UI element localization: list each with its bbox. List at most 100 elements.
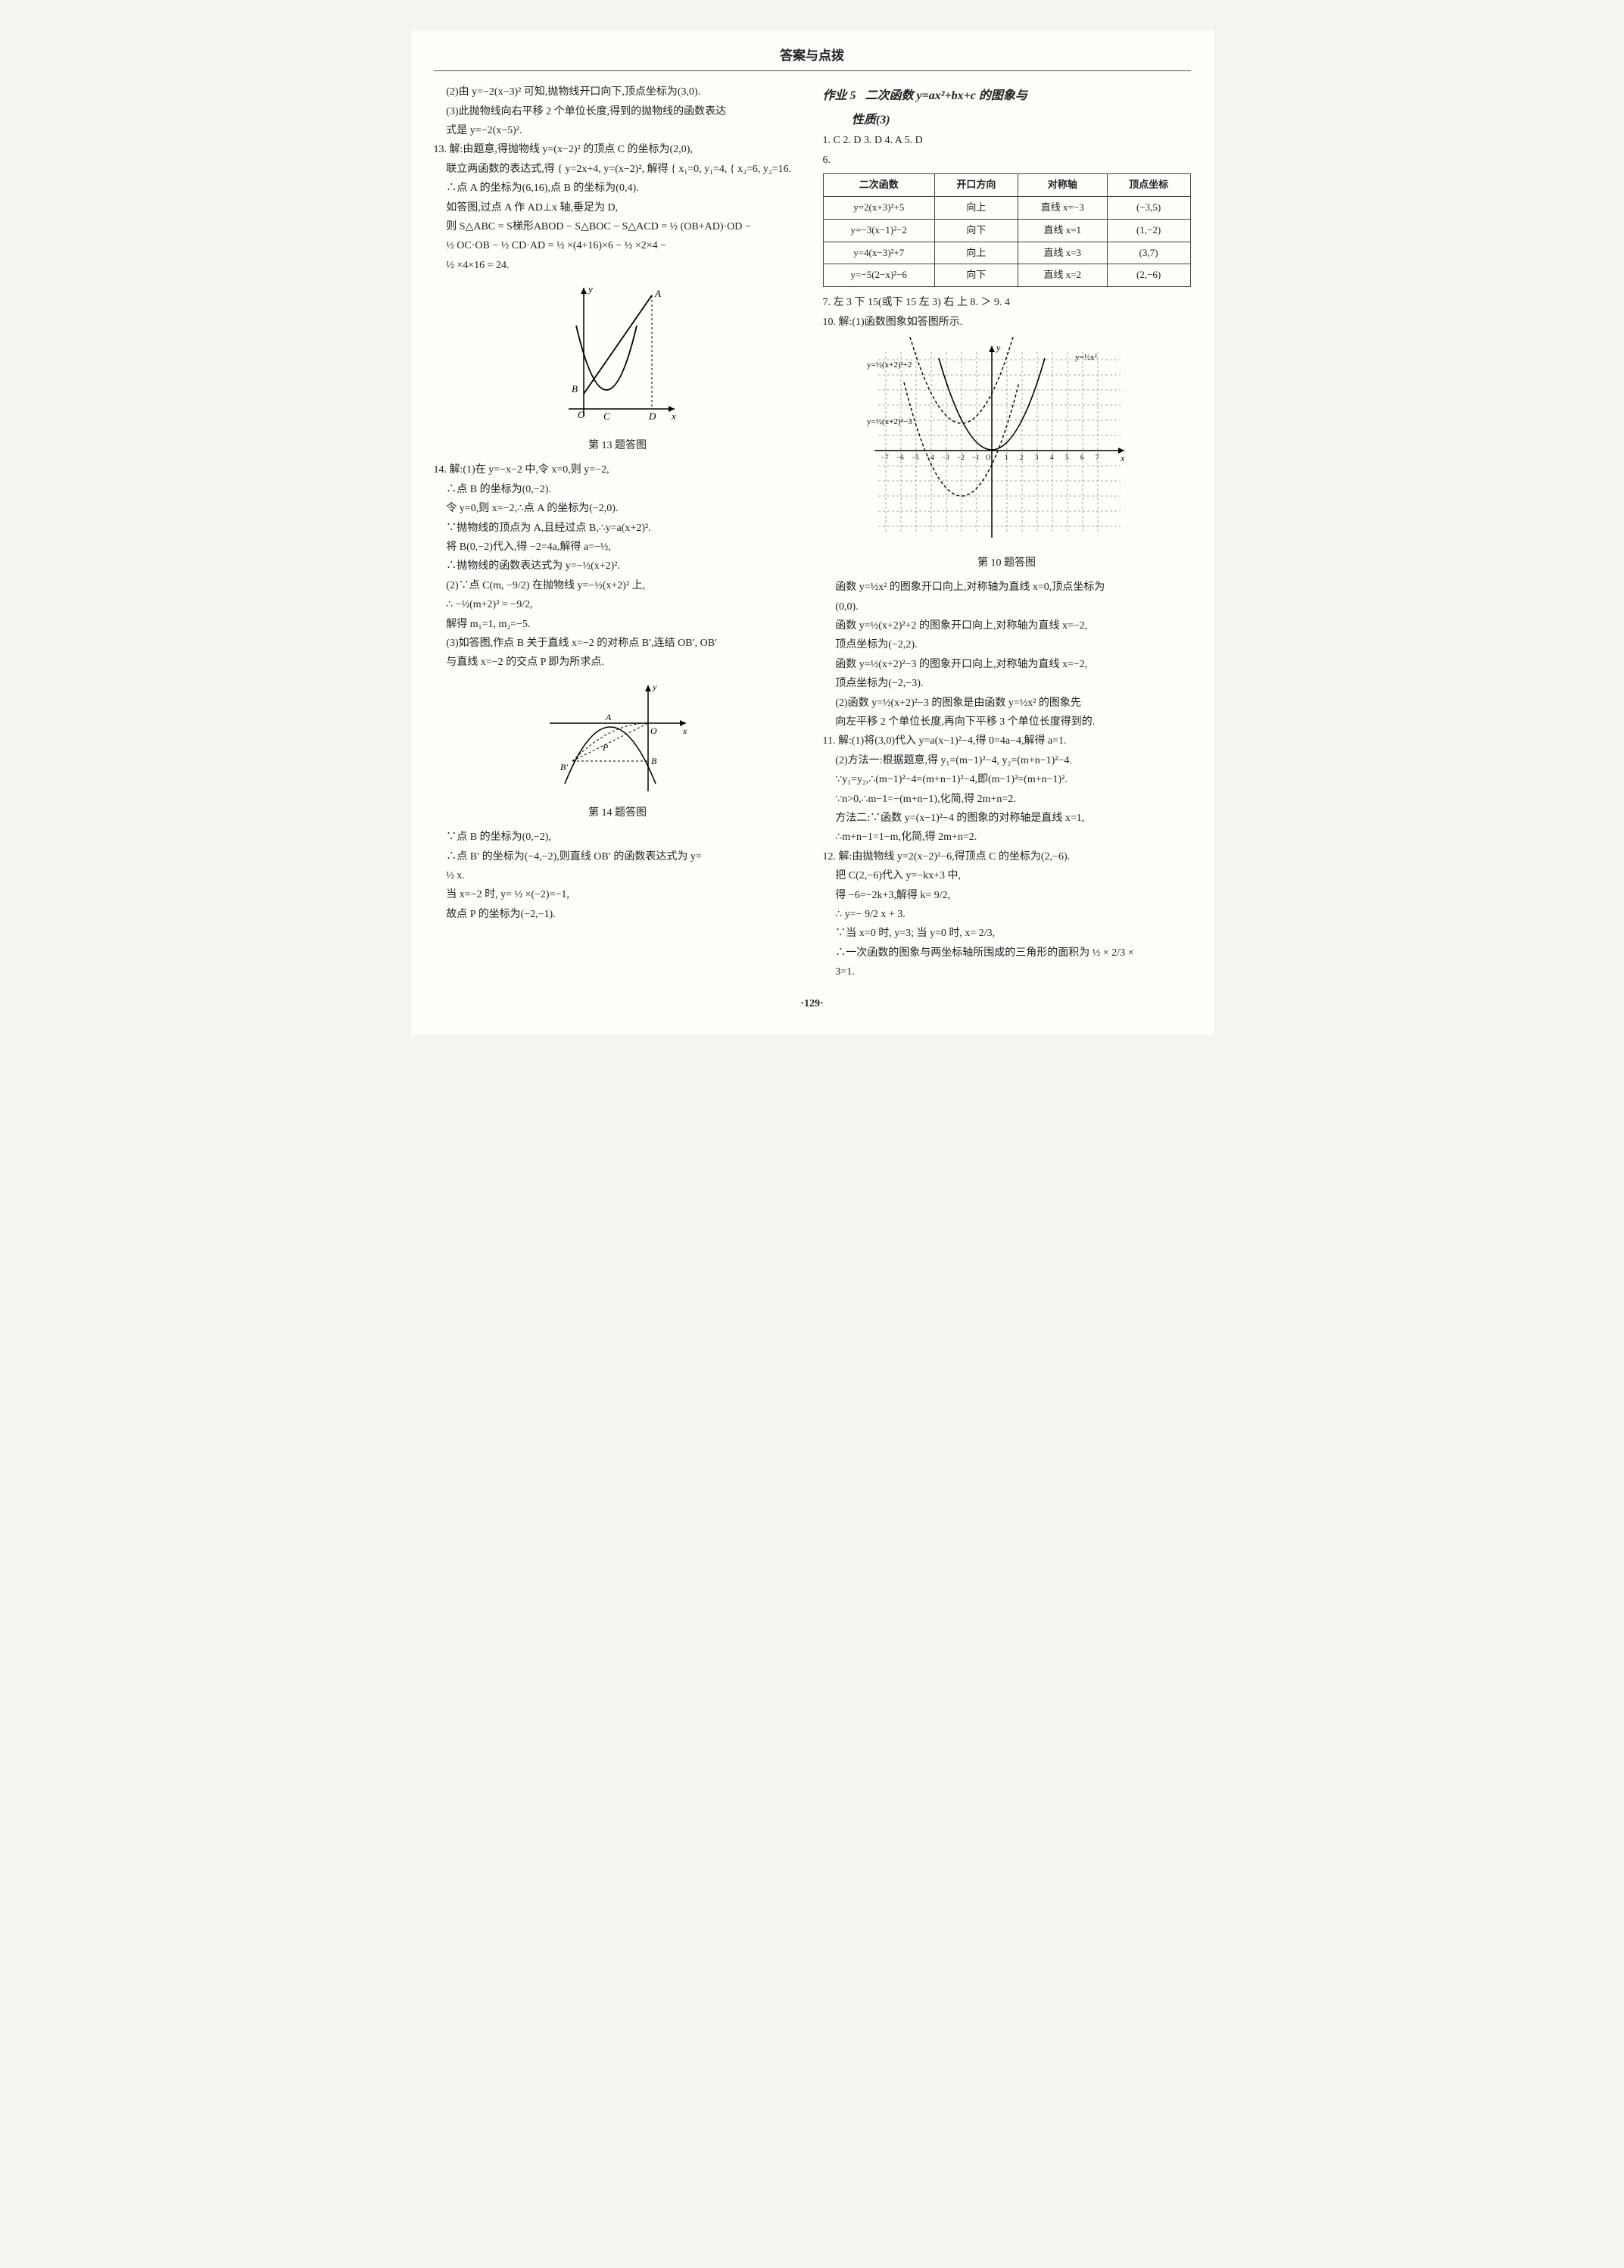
hw-sub: 性质(3) — [852, 111, 1191, 130]
tick: −3 — [942, 454, 949, 461]
th: 对称轴 — [1018, 174, 1107, 197]
td: 直线 x=3 — [1018, 242, 1107, 264]
homework-title: 作业 5 二次函数 y=ax²+bx+c 的图象与 — [823, 86, 1191, 106]
tick: 1 — [1005, 454, 1008, 461]
pt-A: A — [654, 288, 661, 299]
table-row: y=4(x−3)²+7 向上 直线 x=3 (3,7) — [823, 242, 1190, 264]
td: y=2(x+3)²+5 — [823, 196, 935, 219]
td: 向上 — [935, 196, 1018, 219]
table-row: y=−5(2−x)²−6 向下 直线 x=2 (2,−6) — [823, 264, 1190, 287]
tick: O — [986, 454, 991, 461]
pt-Bp: B′ — [560, 762, 568, 772]
axis-x: x — [1120, 453, 1125, 463]
text: 联立两函数的表达式,得 { y=2x+4, y=(x−2)², 解得 { x₁=… — [446, 161, 801, 178]
text: 12. 解:由抛物线 y=2(x−2)²−6,得顶点 C 的坐标为(2,−6). — [823, 849, 1191, 866]
text: ∵当 x=0 时, y=3; 当 y=0 时, x= 2/3, — [835, 925, 1190, 942]
text: 将 B(0,−2)代入,得 −2=4a,解得 a=−½, — [446, 539, 801, 556]
td: 直线 x=−3 — [1018, 196, 1107, 219]
tick: 3 — [1035, 454, 1039, 461]
tick: −6 — [896, 454, 904, 461]
tick: −7 — [881, 454, 889, 461]
text: 解得 m₁=1, m₂=−5. — [446, 616, 801, 633]
text: 3=1. — [835, 964, 1190, 981]
axis-y: y — [587, 283, 593, 295]
pt-P: P — [602, 742, 609, 753]
figure-10: y=½(x+2)²+2 y=½(x+2)²−3 y=½x² x y −7 −6 … — [863, 337, 1151, 549]
figure-10-caption: 第 10 题答图 — [823, 555, 1191, 572]
text: 函数 y=½(x+2)²−3 的图象开口向上,对称轴为直线 x=−2, — [835, 657, 1190, 673]
text: 13. 解:由题意,得抛物线 y=(x−2)² 的顶点 C 的坐标为(2,0), — [434, 142, 802, 158]
td: (3,7) — [1107, 242, 1190, 264]
q6-table: 二次函数 开口方向 对称轴 顶点坐标 y=2(x+3)²+5 向上 直线 x=−… — [823, 173, 1191, 287]
pt-O: O — [578, 409, 585, 420]
hw-name: 二次函数 y=ax²+bx+c 的图象与 — [865, 89, 1027, 102]
tick: −4 — [927, 454, 934, 461]
td: 直线 x=2 — [1018, 264, 1107, 287]
pt-O: O — [650, 725, 657, 736]
th: 开口方向 — [935, 174, 1018, 197]
text: ∴m+n−1=1−m,化简,得 2m+n=2. — [835, 829, 1190, 846]
th: 二次函数 — [823, 174, 935, 197]
text: ½ x. — [446, 868, 801, 884]
text: ½ OC·OB − ½ CD·AD = ½ ×(4+16)×6 − ½ ×2×4… — [446, 238, 801, 254]
text: ½ ×4×16 = 24. — [446, 257, 801, 274]
figure-14: O A B B′ P x y — [542, 678, 694, 799]
text: ∵n>0,∴m−1=−(m+n−1),化简,得 2m+n=2. — [835, 791, 1190, 808]
text: (2)∵点 C(m, −9/2) 在抛物线 y=−½(x+2)² 上, — [446, 578, 801, 594]
td: 向下 — [935, 219, 1018, 242]
pt-D: D — [648, 410, 656, 422]
text: ∴ −½(m+2)² = −9/2, — [446, 597, 801, 613]
axis-x: x — [671, 410, 676, 422]
pt-C: C — [603, 410, 610, 422]
text: (2)由 y=−2(x−3)² 可知,抛物线开口向下,顶点坐标为(3,0). — [446, 84, 801, 101]
text: (0,0). — [835, 599, 1190, 616]
figure-13: O C D A B x y — [553, 280, 682, 432]
axis-y: y — [652, 682, 657, 692]
tick: −1 — [972, 454, 980, 461]
text: 与直线 x=−2 的交点 P 即为所求点. — [446, 654, 801, 671]
tick: −5 — [912, 454, 919, 461]
text: (3)此抛物线向右平移 2 个单位长度,得到的抛物线的函数表达 — [446, 104, 801, 120]
tick: 2 — [1020, 454, 1024, 461]
tick: 5 — [1065, 454, 1069, 461]
left-column: (2)由 y=−2(x−3)² 可知,抛物线开口向下,顶点坐标为(3,0). (… — [434, 82, 802, 983]
pt-B: B — [572, 383, 578, 395]
text: ∴点 B 的坐标为(0,−2). — [446, 482, 801, 498]
tick: 7 — [1096, 454, 1099, 461]
td: 直线 x=1 — [1018, 219, 1107, 242]
figure-13-caption: 第 13 题答图 — [434, 438, 802, 454]
answer-line: 1. C 2. D 3. D 4. A 5. D — [823, 133, 1191, 149]
lbl: y=½(x+2)²−3 — [867, 417, 912, 426]
text: 把 C(2,−6)代入 y=−kx+3 中, — [835, 868, 1190, 884]
td: 向上 — [935, 242, 1018, 264]
figure-14-caption: 第 14 题答图 — [434, 805, 802, 822]
text: ∴抛物线的函数表达式为 y=−½(x+2)². — [446, 558, 801, 575]
page-title: 答案与点拨 — [434, 45, 1191, 71]
td: 向下 — [935, 264, 1018, 287]
text: 当 x=−2 时, y= ½ ×(−2)=−1, — [446, 887, 801, 903]
axis-x: x — [682, 725, 687, 736]
text: 如答图,过点 A 作 AD⊥x 轴,垂足为 D, — [446, 200, 801, 217]
tick: 4 — [1050, 454, 1054, 461]
td: y=4(x−3)²+7 — [823, 242, 935, 264]
q6: 6. — [823, 152, 1191, 169]
text: ∵点 B 的坐标为(0,−2), — [446, 829, 801, 846]
pt-A: A — [605, 712, 612, 722]
page: 答案与点拨 (2)由 y=−2(x−3)² 可知,抛物线开口向下,顶点坐标为(3… — [411, 30, 1214, 1035]
td: (−3,5) — [1107, 196, 1190, 219]
text: 11. 解:(1)将(3,0)代入 y=a(x−1)²−4,得 0=4a−4,解… — [823, 733, 1191, 750]
two-column-layout: (2)由 y=−2(x−3)² 可知,抛物线开口向下,顶点坐标为(3,0). (… — [434, 82, 1191, 983]
text: ∴点 A 的坐标为(6,16),点 B 的坐标为(0,4). — [446, 180, 801, 197]
axis-y: y — [996, 342, 1001, 353]
text: 顶点坐标为(−2,2). — [835, 637, 1190, 654]
td: (1,−2) — [1107, 219, 1190, 242]
tick: 6 — [1080, 454, 1084, 461]
text: 故点 P 的坐标为(−2,−1). — [446, 906, 801, 923]
text: (2)方法一:根据题意,得 y₁=(m−1)²−4, y₂=(m+n−1)²−4… — [835, 753, 1190, 769]
text: 7. 左 3 下 15(或下 15 左 3) 右 上 8. ＞ 9. 4 — [823, 295, 1191, 311]
text: 函数 y=½(x+2)²+2 的图象开口向上,对称轴为直线 x=−2, — [835, 618, 1190, 635]
table-row: y=2(x+3)²+5 向上 直线 x=−3 (−3,5) — [823, 196, 1190, 219]
hw-num: 作业 5 — [823, 89, 856, 102]
lbl: y=½(x+2)²+2 — [867, 360, 912, 370]
text: ∴一次函数的图象与两坐标轴所围成的三角形的面积为 ½ × 2/3 × — [835, 945, 1190, 962]
